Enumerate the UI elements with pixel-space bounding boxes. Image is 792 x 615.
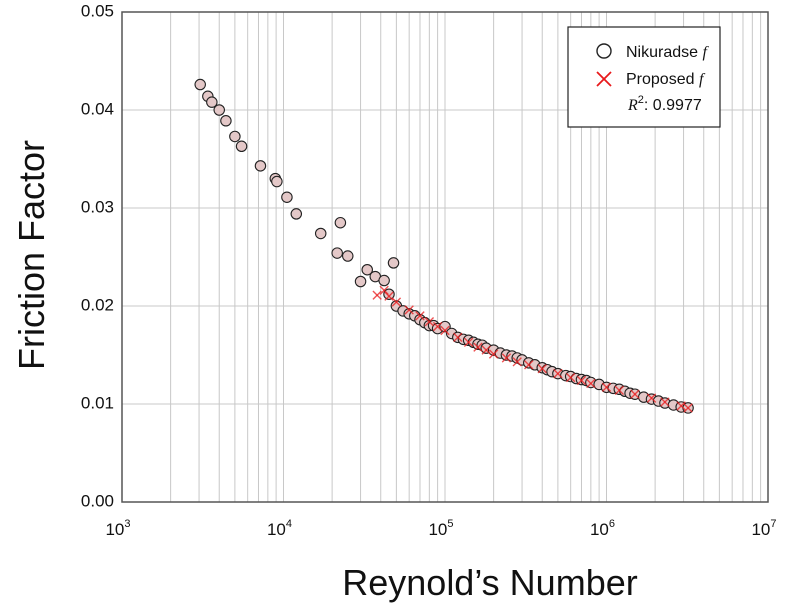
- nikuradse-point: [361, 263, 373, 276]
- y-tick-labels: 0.00 0.01 0.02 0.03 0.04 0.05: [81, 1, 114, 510]
- nikuradse-point: [229, 130, 241, 143]
- proposed-point: [565, 372, 576, 383]
- y-tick-label: 0.02: [81, 295, 114, 314]
- x-tick-label: 103: [105, 518, 130, 539]
- proposed-point: [404, 305, 414, 315]
- proposed-point: [601, 382, 612, 393]
- proposed-point: [391, 297, 402, 307]
- y-tick-label: 0.04: [81, 99, 114, 118]
- legend-x-marker: [596, 71, 612, 87]
- nikuradse-point: [206, 96, 218, 108]
- nikuradse-point: [213, 104, 225, 116]
- nikuradse-point: [314, 227, 327, 240]
- x-tick-labels: 103 104 105 106 107: [105, 518, 776, 539]
- y-axis-label: Friction Factor: [11, 140, 52, 370]
- proposed-point: [473, 342, 483, 352]
- nikuradse-point: [342, 250, 354, 262]
- grid-lines: [122, 11, 768, 503]
- proposed-point: [683, 403, 693, 413]
- nikuradse-point: [439, 320, 451, 333]
- legend-proposed-label: Proposed f: [626, 71, 706, 88]
- nikuradse-point: [331, 247, 343, 259]
- x-tick-label: 107: [751, 518, 776, 539]
- nikuradse-point: [235, 140, 248, 153]
- proposed-point: [524, 360, 534, 370]
- x-axis-label: Reynold’s Number: [342, 562, 637, 603]
- proposed-point: [660, 397, 670, 407]
- nikuradse-point: [378, 274, 390, 287]
- y-tick-label: 0.01: [81, 393, 114, 412]
- legend-circle-marker: [596, 43, 612, 59]
- proposed-point: [424, 316, 435, 327]
- proposed-point: [379, 285, 389, 296]
- proposed-point: [440, 325, 450, 336]
- proposed-point: [553, 368, 563, 379]
- proposed-point: [614, 385, 624, 395]
- proposed-point: [501, 353, 512, 363]
- nikuradse-point: [354, 275, 367, 288]
- proposed-point: [512, 357, 522, 367]
- nikuradse-point: [387, 257, 400, 269]
- proposed-point: [453, 332, 463, 343]
- nikuradse-point: [220, 115, 232, 127]
- proposed-point: [415, 311, 425, 321]
- nikuradse-point: [334, 216, 347, 229]
- proposed-point: [537, 364, 547, 374]
- proposed-point: [576, 375, 587, 386]
- legend-box: [567, 26, 721, 128]
- legend: Nikuradse f Proposed f R2: 0.9977: [567, 26, 721, 128]
- proposed-point: [586, 378, 596, 389]
- y-tick-label: 0.00: [81, 491, 114, 510]
- x-tick-label: 105: [428, 518, 453, 539]
- proposed-point: [432, 321, 443, 332]
- nikuradse-point: [290, 208, 303, 220]
- nikuradse-point: [194, 78, 206, 91]
- proposed-point: [488, 349, 499, 359]
- x-tick-label: 104: [267, 518, 292, 539]
- y-tick-label: 0.03: [81, 197, 114, 216]
- proposed-point: [372, 290, 382, 300]
- proposed-point: [481, 345, 491, 355]
- data-layer: [194, 78, 694, 414]
- plot-frame: [121, 11, 769, 503]
- legend-nikuradse-label: Nikuradse f: [626, 44, 709, 61]
- proposed-point: [384, 291, 394, 301]
- legend-r2-label: R2: 0.9977: [627, 94, 702, 114]
- nikuradse-point: [254, 160, 267, 172]
- proposed-point: [630, 389, 640, 399]
- nikuradse-point: [271, 175, 283, 188]
- x-tick-label: 106: [590, 518, 615, 539]
- y-tick-label: 0.05: [81, 1, 114, 20]
- nikuradse-point: [281, 191, 293, 203]
- proposed-point: [646, 393, 657, 403]
- proposed-point: [463, 337, 474, 347]
- proposed-point: [676, 401, 686, 411]
